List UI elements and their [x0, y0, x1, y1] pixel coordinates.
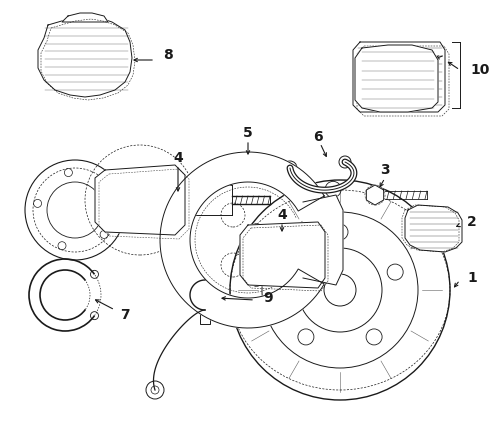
- Polygon shape: [355, 45, 438, 112]
- Text: 8: 8: [163, 48, 173, 62]
- Polygon shape: [366, 185, 384, 205]
- Text: 4: 4: [173, 151, 183, 165]
- Polygon shape: [405, 205, 462, 252]
- Polygon shape: [303, 195, 343, 285]
- Text: 2: 2: [467, 215, 477, 229]
- Text: 9: 9: [263, 291, 273, 305]
- Polygon shape: [240, 222, 325, 288]
- Polygon shape: [353, 42, 445, 112]
- Text: 7: 7: [120, 308, 130, 322]
- Polygon shape: [62, 13, 108, 22]
- Text: 4: 4: [277, 208, 287, 222]
- Text: 6: 6: [313, 130, 323, 144]
- Bar: [200, 310, 210, 324]
- Polygon shape: [38, 16, 132, 97]
- Text: 5: 5: [243, 126, 253, 140]
- Polygon shape: [95, 165, 185, 235]
- Text: 1: 1: [467, 271, 477, 285]
- Text: 10: 10: [470, 63, 490, 77]
- Polygon shape: [160, 152, 324, 328]
- Text: 3: 3: [380, 163, 390, 177]
